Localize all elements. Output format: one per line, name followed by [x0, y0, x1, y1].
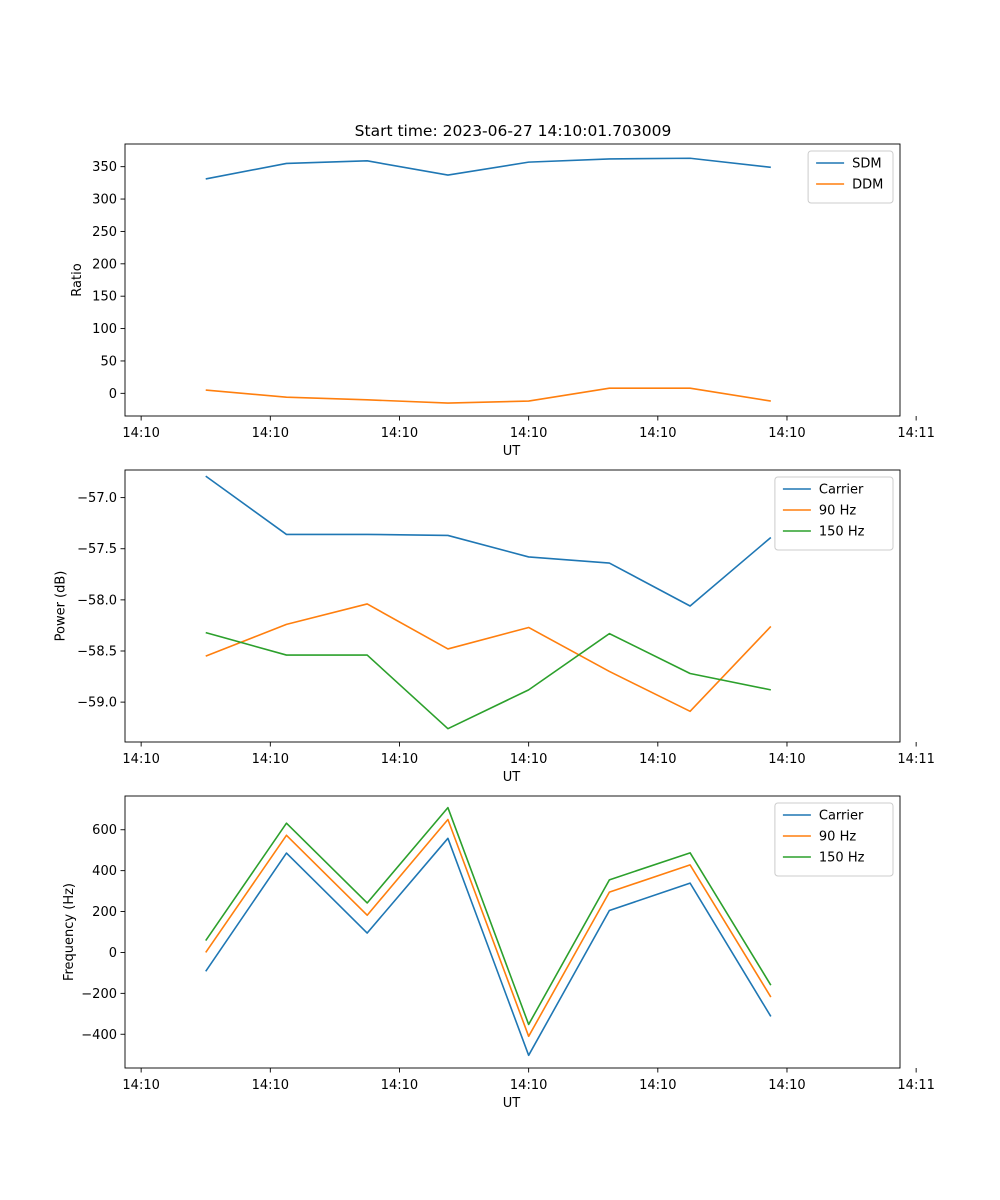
y-tick-label: 0 [109, 387, 117, 402]
y-tick-label: 100 [92, 322, 117, 337]
x-tick-label: 14:10 [381, 1078, 418, 1093]
y-tick-label: −59.0 [77, 696, 117, 711]
y-tick-label: −57.5 [77, 542, 117, 557]
y-tick-label: 600 [92, 823, 117, 838]
x-tick-label: 14:10 [122, 426, 159, 441]
legend-entry-3: 150 Hz [819, 525, 865, 540]
x-tick-label: 14:10 [510, 426, 547, 441]
y-axis-label: Ratio [70, 263, 85, 296]
legend-entry-2: 90 Hz [819, 830, 856, 845]
y-tick-label: 0 [109, 946, 117, 961]
x-tick-label: 14:10 [381, 752, 418, 767]
x-tick-label: 14:10 [768, 426, 805, 441]
y-tick-label: 400 [92, 864, 117, 879]
legend-box [807, 150, 894, 204]
series-line-2 [205, 387, 771, 404]
y-tick-label: −400 [81, 1028, 117, 1043]
subplot-3: 14:10 14:10 14:10 14:10 14:10 14:10 14:11 −400 −… [62, 795, 935, 1111]
y-tick-label: 200 [92, 257, 117, 272]
x-tick-label: 14:10 [252, 1078, 289, 1093]
x-tick-label: 14:10 [122, 1078, 159, 1093]
plot-frame [124, 795, 901, 1069]
series-line-2 [205, 603, 772, 713]
series-line-1 [205, 157, 771, 180]
y-tick-label: 300 [92, 193, 117, 208]
x-tick-label: 14:10 [639, 426, 676, 441]
legend-entry-3: 150 Hz [819, 851, 865, 866]
x-tick-label: 14:10 [639, 752, 676, 767]
x-tick-label: 14:10 [122, 752, 159, 767]
x-tick-label: 14:11 [897, 1078, 934, 1093]
y-tick-label: 50 [100, 354, 117, 369]
y-tick-label: −58.0 [77, 593, 117, 608]
y-tick-label: 200 [92, 905, 117, 920]
x-tick-label: 14:10 [510, 752, 547, 767]
subplot-1: 14:10 14:10 14:10 14:10 14:10 14:10 14:11 0 50 10… [70, 143, 935, 459]
plot-frame [124, 469, 901, 743]
series-line-3 [205, 806, 772, 1026]
series-line-1 [205, 837, 772, 1057]
x-tick-label: 14:10 [381, 426, 418, 441]
x-tick-label: 14:11 [897, 426, 934, 441]
x-axis-label: UT [503, 770, 521, 785]
x-tick-label: 14:11 [897, 752, 934, 767]
legend-entry-1: Carrier [819, 483, 864, 498]
figure-title: Start time: 2023-06-27 14:10:01.703009 [355, 122, 672, 140]
y-tick-label: −200 [81, 987, 117, 1002]
legend-entry-1: Carrier [819, 809, 864, 824]
y-tick-label: 250 [92, 225, 117, 240]
plot-frame [124, 143, 901, 417]
y-axis-label: Frequency (Hz) [62, 883, 77, 981]
x-tick-label: 14:10 [252, 426, 289, 441]
legend-entry-2: DDM [852, 178, 883, 193]
plots: 14:10 14:10 14:10 14:10 14:10 14:10 14:11 0 50 10… [54, 143, 935, 1111]
x-tick-label: 14:10 [768, 1078, 805, 1093]
legend-entry-2: 90 Hz [819, 504, 856, 519]
x-tick-label: 14:10 [639, 1078, 676, 1093]
y-tick-label: 150 [92, 290, 117, 305]
series-line-2 [205, 818, 772, 1038]
y-tick-label: −58.5 [77, 644, 117, 659]
y-axis-label: Power (dB) [54, 571, 69, 642]
x-tick-label: 14:10 [252, 752, 289, 767]
x-axis-label: UT [503, 444, 521, 459]
y-tick-label: 350 [92, 160, 117, 175]
x-axis-label: UT [503, 1096, 521, 1111]
series-line-3 [205, 631, 771, 730]
series-line-1 [205, 475, 772, 607]
legend-entry-1: SDM [852, 157, 881, 172]
x-tick-label: 14:10 [510, 1078, 547, 1093]
subplot-2: 14:10 14:10 14:10 14:10 14:10 14:10 14:11 −59.0… [54, 469, 935, 785]
y-tick-label: −57.0 [77, 491, 117, 506]
x-tick-label: 14:10 [768, 752, 805, 767]
